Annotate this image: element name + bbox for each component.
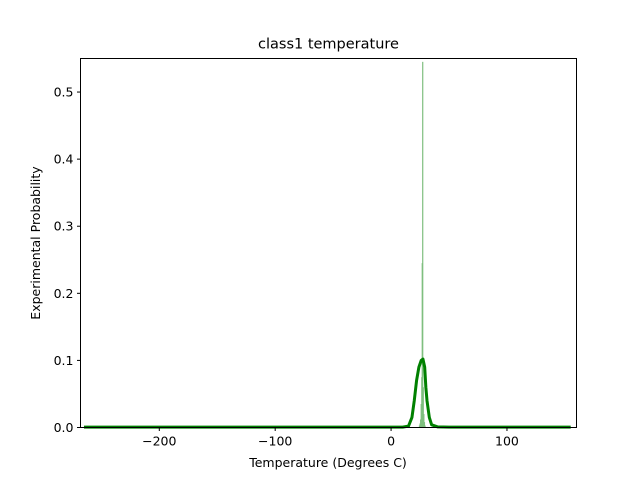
histogram-bar: [423, 414, 425, 428]
y-axis-ticks: 0.0 0.1 0.2 0.3 0.4 0.5: [54, 85, 81, 435]
y-tick-label: 0.2: [54, 286, 74, 301]
plot-area: [83, 61, 571, 429]
histogram-bar: [422, 387, 424, 428]
density-curve: [83, 357, 571, 429]
x-axis-label: Temperature (Degrees C): [248, 455, 407, 470]
x-tick-label: −200: [142, 434, 176, 449]
y-tick-label: 0.4: [54, 152, 74, 167]
histogram: [418, 61, 426, 428]
x-tick-label: −100: [258, 434, 292, 449]
y-tick-label: 0.1: [54, 353, 74, 368]
x-tick-label: 100: [495, 434, 519, 449]
x-tick-label: 0: [387, 434, 395, 449]
y-axis-label: Experimental Probability: [28, 166, 43, 320]
y-tick-label: 0.0: [54, 420, 74, 435]
x-axis-ticks: −200 −100 0 100: [142, 427, 519, 449]
y-tick-label: 0.5: [54, 85, 74, 100]
axes-frame: [80, 58, 577, 428]
chart-title: class1 temperature: [258, 37, 399, 53]
histogram-bar: [422, 61, 424, 428]
y-tick-label: 0.3: [54, 219, 74, 234]
histogram-bar: [424, 425, 426, 428]
histogram-bar: [423, 422, 426, 428]
